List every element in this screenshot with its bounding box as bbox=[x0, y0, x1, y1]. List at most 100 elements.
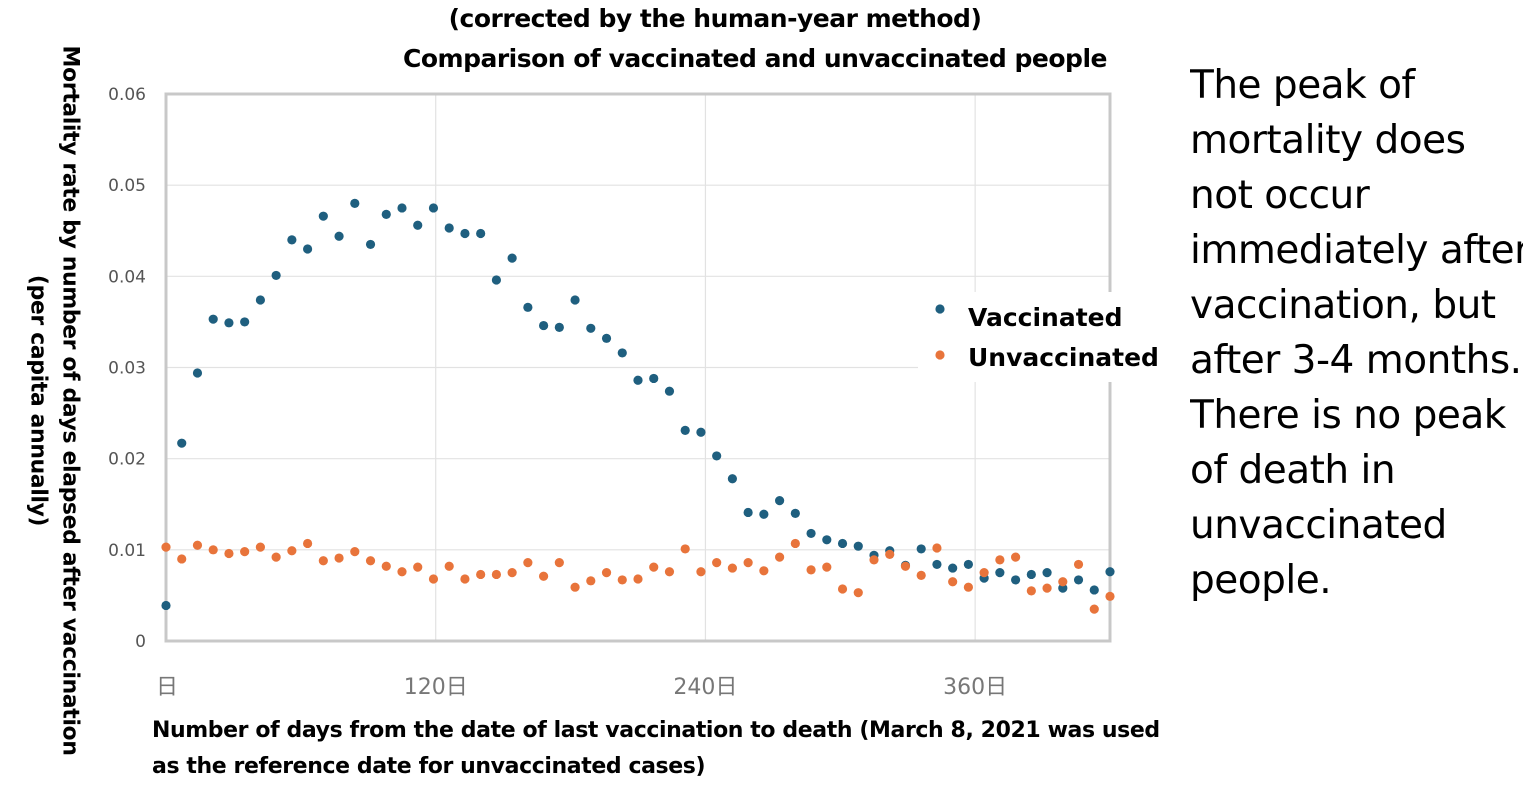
unvaccinated-point bbox=[649, 562, 659, 572]
vaccinated-point bbox=[365, 239, 376, 250]
unvaccinated-point bbox=[460, 574, 470, 584]
legend-marker-vaccinated bbox=[935, 304, 945, 314]
unvaccinated-point bbox=[617, 575, 627, 585]
x-tick-label: 120日 bbox=[404, 675, 468, 700]
vaccinated-point bbox=[743, 507, 753, 518]
vaccinated-point bbox=[255, 295, 265, 305]
vaccinated-point bbox=[208, 314, 218, 324]
unvaccinated-point bbox=[161, 542, 171, 552]
y-tick-label: 0.06 bbox=[108, 85, 146, 105]
unvaccinated-point bbox=[334, 553, 344, 563]
unvaccinated-point bbox=[523, 557, 533, 568]
legend-label-vaccinated: Vaccinated bbox=[968, 303, 1123, 332]
unvaccinated-point bbox=[932, 543, 942, 553]
unvaccinated-point bbox=[570, 582, 580, 592]
unvaccinated-point bbox=[790, 538, 800, 549]
vaccinated-point bbox=[523, 302, 533, 312]
vaccinated-point bbox=[303, 244, 313, 254]
vaccinated-point bbox=[995, 568, 1005, 578]
unvaccinated-point bbox=[303, 538, 313, 549]
unvaccinated-point bbox=[539, 571, 549, 581]
vaccinated-point bbox=[664, 386, 675, 396]
vaccinated-point bbox=[318, 211, 328, 221]
unvaccinated-point bbox=[1058, 577, 1068, 587]
vaccinated-point bbox=[586, 323, 596, 333]
unvaccinated-point bbox=[601, 568, 612, 578]
unvaccinated-point bbox=[476, 569, 486, 580]
vaccinated-point bbox=[837, 538, 848, 549]
vaccinated-point bbox=[963, 559, 974, 570]
unvaccinated-point bbox=[381, 561, 391, 571]
unvaccinated-point bbox=[287, 546, 297, 556]
unvaccinated-point bbox=[664, 567, 675, 577]
unvaccinated-point bbox=[900, 561, 911, 571]
unvaccinated-point bbox=[1042, 583, 1052, 593]
y-tick-label: 0.03 bbox=[108, 359, 146, 379]
unvaccinated-point bbox=[586, 576, 596, 586]
vaccinated-point bbox=[633, 375, 643, 385]
vaccinated-point bbox=[790, 508, 800, 518]
vaccinated-point bbox=[460, 228, 470, 239]
unvaccinated-point bbox=[1089, 604, 1099, 614]
scatter-chart: 0 0.01 0.02 0.03 0.04 0.05 0.06 日 120日 240日 360日 Va… bbox=[108, 85, 1163, 700]
unvaccinated-point bbox=[696, 567, 706, 577]
vaccinated-point bbox=[948, 563, 958, 573]
vaccinated-point bbox=[1073, 575, 1084, 585]
unvaccinated-point bbox=[444, 561, 454, 571]
vaccinated-point bbox=[554, 322, 564, 332]
legend-label-unvaccinated: Unvaccinated bbox=[968, 343, 1159, 372]
unvaccinated-point bbox=[995, 555, 1005, 565]
unvaccinated-point bbox=[775, 552, 785, 562]
unvaccinated-point bbox=[177, 554, 187, 564]
vaccinated-point bbox=[177, 438, 187, 448]
vaccinated-point bbox=[712, 451, 722, 461]
x-tick-label: 360日 bbox=[943, 675, 1007, 700]
vaccinated-point bbox=[1089, 585, 1099, 595]
vaccinated-point bbox=[381, 209, 391, 219]
y-tick-label: 0.01 bbox=[108, 541, 146, 561]
legend-box bbox=[918, 292, 1163, 382]
y-tick-label: 0.05 bbox=[108, 176, 146, 196]
vaccinated-point bbox=[696, 427, 706, 437]
unvaccinated-point bbox=[963, 582, 974, 592]
vaccinated-point bbox=[727, 474, 738, 484]
unvaccinated-point bbox=[224, 548, 234, 559]
vaccinated-point bbox=[775, 496, 785, 506]
unvaccinated-point bbox=[759, 566, 769, 576]
vaccinated-point bbox=[570, 295, 580, 305]
unvaccinated-point bbox=[271, 552, 281, 562]
vaccinated-point bbox=[853, 541, 863, 551]
vaccinated-point bbox=[444, 223, 454, 233]
unvaccinated-point bbox=[365, 556, 376, 566]
vaccinated-point bbox=[932, 559, 942, 570]
x-axis-label: Number of days from the date of last vac… bbox=[152, 718, 1160, 743]
unvaccinated-point bbox=[240, 547, 250, 557]
vaccinated-point bbox=[617, 348, 627, 358]
vaccinated-point bbox=[1042, 568, 1052, 578]
vaccinated-point bbox=[428, 203, 439, 213]
unvaccinated-point bbox=[397, 567, 407, 577]
unvaccinated-point bbox=[837, 584, 848, 594]
y-tick-label: 0 bbox=[135, 632, 146, 652]
annotation-text: The peak of mortality does not occur imm… bbox=[1190, 63, 1523, 603]
unvaccinated-point bbox=[1073, 559, 1084, 570]
unvaccinated-point bbox=[916, 570, 926, 580]
vaccinated-point bbox=[1105, 567, 1115, 577]
unvaccinated-point bbox=[208, 545, 218, 555]
unvaccinated-point bbox=[413, 562, 423, 572]
unvaccinated-point bbox=[633, 574, 643, 584]
vaccinated-point bbox=[507, 253, 517, 263]
chart-title-line1: (corrected by the human-year method) bbox=[448, 4, 982, 33]
vaccinated-point bbox=[240, 317, 250, 327]
vaccinated-point bbox=[539, 320, 549, 331]
unvaccinated-point bbox=[350, 547, 360, 557]
vaccinated-point bbox=[224, 318, 234, 328]
vaccinated-point bbox=[192, 368, 203, 378]
x-tick-label: 240日 bbox=[673, 675, 737, 700]
unvaccinated-point bbox=[507, 568, 517, 578]
unvaccinated-point bbox=[1105, 591, 1115, 601]
vaccinated-point bbox=[649, 373, 659, 384]
vaccinated-point bbox=[491, 275, 501, 285]
unvaccinated-point bbox=[712, 557, 722, 568]
chart-title-line2: Comparison of vaccinated and unvaccinate… bbox=[403, 44, 1107, 73]
